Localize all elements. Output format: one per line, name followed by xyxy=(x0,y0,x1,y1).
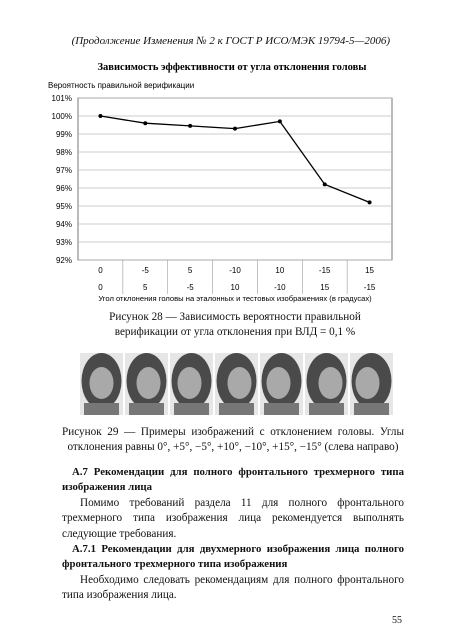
x-tick-label: 0 xyxy=(98,283,103,292)
face xyxy=(177,367,202,399)
x-tick-label: 15 xyxy=(365,266,374,275)
data-point xyxy=(143,121,148,126)
data-point xyxy=(322,182,327,187)
shoulders xyxy=(354,403,389,415)
face xyxy=(266,367,291,399)
section-heading: А.7 Рекомендации для полного фронтальног… xyxy=(62,466,404,494)
shoulders xyxy=(309,403,344,415)
chart: Зависимость эффективности от угла отклон… xyxy=(48,62,393,303)
paragraph: Помимо требований раздела 11 для полного… xyxy=(62,497,404,540)
face-photos xyxy=(80,353,393,415)
shoulders xyxy=(174,403,209,415)
figure-caption: Рисунок 28 — Зависимость вероятности пра… xyxy=(109,311,361,339)
shoulders xyxy=(264,403,299,415)
data-point xyxy=(188,123,193,128)
y-tick-label: 92% xyxy=(56,256,72,265)
y-tick-label: 94% xyxy=(56,220,72,229)
x-tick-label: 15 xyxy=(320,283,329,292)
photo-strip xyxy=(80,353,393,415)
y-tick-label: 99% xyxy=(56,130,72,139)
data-point xyxy=(233,126,237,131)
y-tick-label: 93% xyxy=(56,238,72,247)
shoulders xyxy=(129,403,164,415)
x-tick-label: 5 xyxy=(143,283,148,292)
x-tick-label: -5 xyxy=(187,283,195,292)
paragraph: Необходимо следовать рекомендациям для п… xyxy=(62,574,404,602)
face xyxy=(136,367,161,399)
figure-caption: Рисунок 29 — Примеры изображений с откло… xyxy=(62,426,404,454)
y-tick-label: 97% xyxy=(56,166,72,175)
shoulders xyxy=(219,403,254,415)
x-tick-label: -15 xyxy=(319,266,331,275)
running-header: (Продолжение Изменения № 2 к ГОСТ Р ИСО/… xyxy=(71,35,390,47)
section-heading: А.7.1 Рекомендации для двухмерного изобр… xyxy=(62,543,404,571)
y-axis-label: Вероятность правильной верификации xyxy=(48,81,194,90)
page-number: 55 xyxy=(392,615,402,626)
data-point xyxy=(277,119,282,124)
x-tick-label: -10 xyxy=(274,283,286,292)
chart-title: Зависимость эффективности от угла отклон… xyxy=(98,62,367,73)
face xyxy=(355,367,380,399)
face xyxy=(227,367,252,399)
x-tick-label: -15 xyxy=(364,283,376,292)
y-tick-label: 100% xyxy=(52,112,72,121)
x-tick-label: 5 xyxy=(188,266,193,275)
x-tick-label: 0 xyxy=(98,266,103,275)
x-tick-label: -10 xyxy=(229,266,241,275)
y-tick-label: 98% xyxy=(56,148,72,157)
shoulders xyxy=(84,403,119,415)
face xyxy=(89,367,114,399)
y-tick-label: 96% xyxy=(56,184,72,193)
data-point xyxy=(367,200,372,205)
plot-frame xyxy=(77,97,393,261)
x-tick-label: 10 xyxy=(275,266,284,275)
y-tick-label: 101% xyxy=(52,94,72,103)
face xyxy=(318,367,343,399)
x-tick-label: 10 xyxy=(231,283,240,292)
x-axis-label: Угол отклонения головы на эталонных и те… xyxy=(98,294,372,303)
data-point xyxy=(98,114,103,118)
x-tick-label: -5 xyxy=(142,266,150,275)
y-tick-label: 95% xyxy=(56,202,72,211)
